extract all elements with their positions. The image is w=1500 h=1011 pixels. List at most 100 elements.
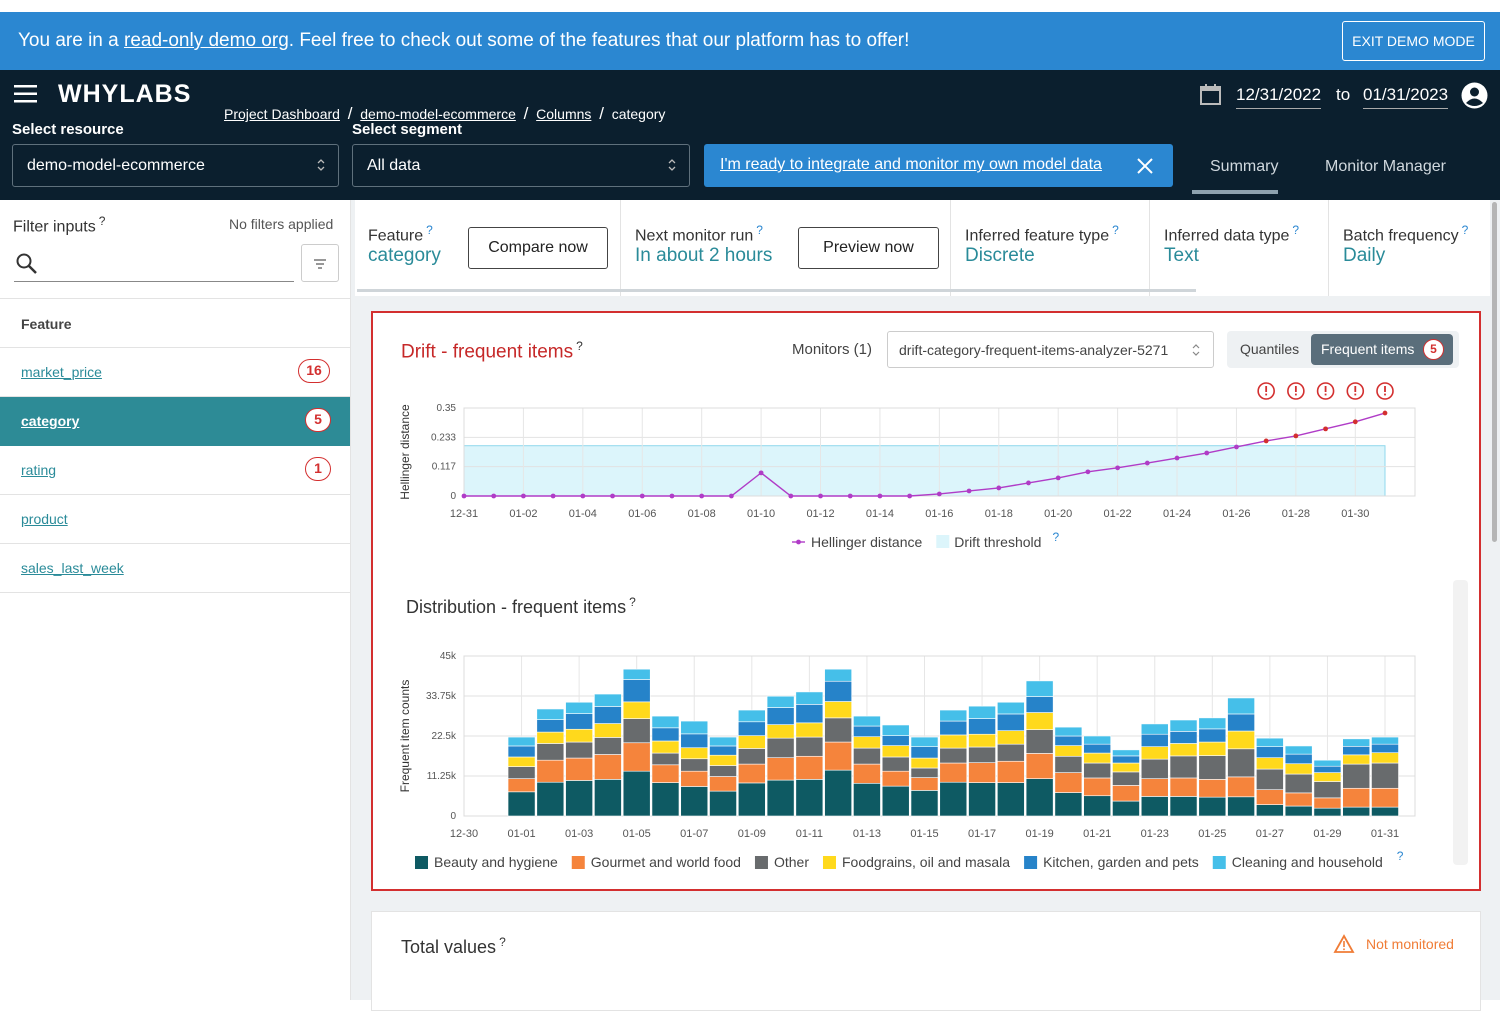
info-divider — [1149, 200, 1150, 296]
info-underline — [357, 289, 1196, 292]
info-label: Next monitor run — [635, 227, 754, 245]
total-values-card — [371, 911, 1481, 1011]
integrate-text: I'm ready to integrate and monitor my ow… — [720, 156, 1102, 173]
help-icon[interactable]: ? — [629, 595, 636, 609]
drift-title-text: Drift - frequent items — [401, 341, 574, 363]
calendar-icon[interactable] — [1199, 83, 1223, 107]
resource-value: demo-model-ecommerce — [27, 157, 205, 174]
info-value: Discrete — [965, 245, 1035, 267]
tab-underline — [1192, 190, 1278, 194]
monitors-label: Monitors (1) — [792, 341, 873, 358]
breadcrumb-separator: / — [347, 104, 353, 123]
alert-badge: 1 — [305, 457, 331, 481]
monitor-status: Not monitored — [1366, 936, 1454, 952]
warning-icon — [1333, 934, 1355, 953]
help-icon[interactable]: ? — [1461, 223, 1469, 237]
filter-icon — [314, 259, 326, 269]
help-icon[interactable]: ? — [499, 935, 506, 949]
search-icon — [16, 253, 37, 274]
feature-link[interactable]: rating — [21, 462, 57, 478]
sidebar-divider — [0, 298, 350, 299]
help-icon[interactable]: ? — [98, 214, 106, 228]
feature-link[interactable]: market_price — [21, 364, 102, 380]
info-divider — [1328, 200, 1329, 296]
select-chevron — [1192, 344, 1200, 356]
breadcrumbs: Project Dashboard / demo-model-ecommerce… — [224, 88, 665, 124]
dist-title-text: Distribution - frequent items — [406, 597, 627, 617]
help-icon[interactable]: ? — [576, 339, 583, 353]
panel-scrollbar[interactable] — [1453, 580, 1468, 865]
info-value: category — [368, 245, 441, 267]
feature-header-row: Feature — [0, 299, 350, 348]
banner-text-before: You are in a — [18, 30, 124, 51]
filter-button[interactable] — [301, 244, 339, 282]
tab[interactable]: Monitor Manager — [1325, 158, 1446, 175]
alert-badge: 16 — [298, 359, 330, 383]
feature-link[interactable]: product — [21, 511, 68, 527]
banner-text: You are in a read-only demo org. Feel fr… — [18, 30, 909, 52]
breadcrumb[interactable]: demo-model-ecommerce — [360, 106, 516, 122]
help-icon[interactable]: ? — [1112, 223, 1119, 237]
toggle-badge: 5 — [1423, 339, 1444, 360]
feature-row[interactable]: sales_last_week — [0, 544, 350, 593]
toggle-option-active[interactable]: Frequent items 5 — [1311, 334, 1453, 365]
info-item: Inferred feature type? Discrete — [965, 223, 1119, 267]
info-divider — [950, 200, 951, 296]
info-item: Feature? category — [368, 223, 441, 267]
filter-label-text: Filter inputs — [13, 218, 96, 236]
date-from[interactable]: 12/31/2022 — [1236, 85, 1322, 109]
alert-badge: 5 — [305, 408, 331, 432]
help-icon[interactable]: ? — [756, 223, 763, 237]
breadcrumb-separator: / — [599, 104, 604, 123]
user-icon[interactable] — [1461, 82, 1488, 109]
feature-row-selected[interactable]: category 5 — [0, 397, 350, 446]
logo[interactable]: WHYLABS — [58, 80, 192, 108]
segment-value: All data — [367, 157, 421, 174]
segment-label: Select segment — [352, 121, 463, 138]
sidebar — [0, 200, 351, 1000]
date-to[interactable]: 01/31/2023 — [1363, 85, 1449, 109]
menu-icon[interactable] — [14, 84, 38, 104]
banner-text-after: . Feel free to check out some of the fea… — [288, 30, 910, 51]
feature-link[interactable]: category — [21, 413, 80, 429]
feature-row[interactable]: rating 1 — [0, 446, 350, 495]
search-underline[interactable] — [14, 281, 294, 282]
select-chevron — [317, 159, 325, 171]
info-label: Inferred feature type — [965, 227, 1110, 245]
resource-label: Select resource — [12, 121, 124, 138]
demo-banner — [0, 12, 1500, 70]
breadcrumb[interactable]: Columns — [536, 106, 592, 122]
info-value: Text — [1164, 245, 1199, 267]
info-divider — [620, 200, 621, 296]
banner-link[interactable]: read-only demo org — [124, 30, 289, 51]
info-item: Next monitor run? In about 2 hours — [635, 223, 772, 267]
tab-active[interactable]: Summary — [1210, 158, 1279, 175]
filter-label: Filter inputs? — [13, 214, 105, 236]
analyzer-select[interactable]: drift-category-frequent-items-analyzer-5… — [887, 331, 1214, 368]
toggle-option[interactable]: Quantiles — [1240, 341, 1300, 357]
feature-row[interactable]: product — [0, 495, 350, 544]
feature-row[interactable]: market_price 16 — [0, 348, 350, 397]
select-chevron — [668, 159, 676, 171]
info-label: Inferred data type — [1164, 227, 1290, 245]
total-values-text: Total values — [401, 937, 497, 957]
dist-title: Distribution - frequent items? — [406, 595, 636, 618]
resource-select[interactable]: demo-model-ecommerce — [12, 144, 339, 187]
info-value: In about 2 hours — [635, 245, 773, 267]
integrate-button[interactable]: I'm ready to integrate and monitor my ow… — [704, 144, 1173, 187]
help-icon[interactable]: ? — [1292, 223, 1300, 237]
help-icon[interactable]: ? — [426, 223, 433, 237]
close-icon[interactable] — [1136, 157, 1154, 175]
breadcrumb[interactable]: Project Dashboard — [224, 106, 340, 122]
preview-button[interactable]: Preview now — [798, 227, 939, 269]
feature-link[interactable]: sales_last_week — [21, 560, 124, 576]
breadcrumb-separator: / — [523, 104, 529, 123]
exit-demo-button[interactable]: EXIT DEMO MODE — [1342, 21, 1485, 61]
scrollbar[interactable] — [1492, 202, 1497, 542]
compare-button[interactable]: Compare now — [468, 227, 608, 269]
breadcrumb-current: category — [611, 106, 666, 122]
analyzer-value: drift-category-frequent-items-analyzer-5… — [899, 342, 1169, 358]
info-label: Feature — [368, 227, 424, 245]
segment-select[interactable]: All data — [352, 144, 690, 187]
